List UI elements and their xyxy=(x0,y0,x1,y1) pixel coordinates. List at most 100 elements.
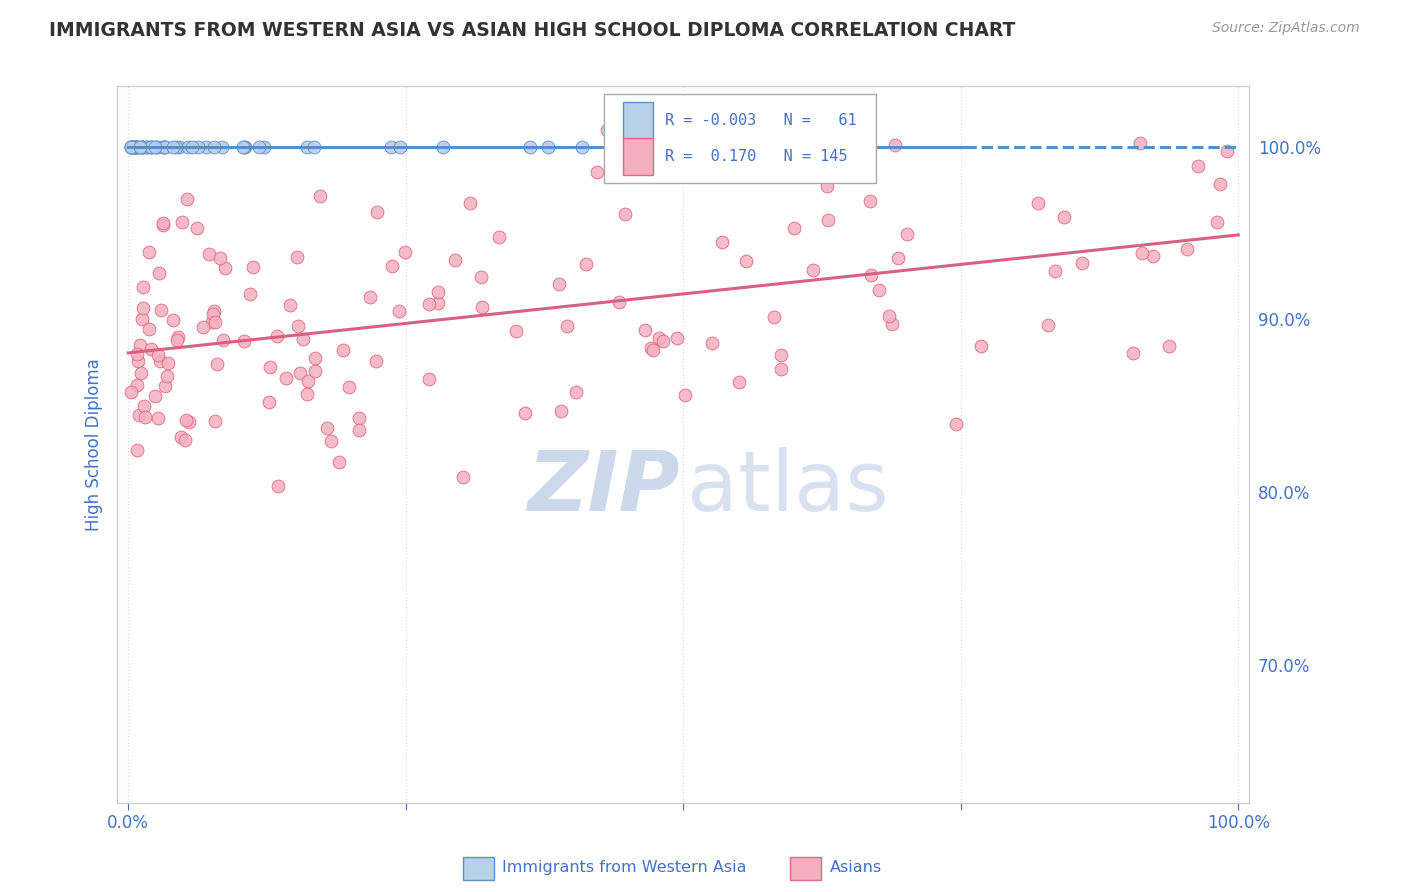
Point xyxy=(132,301,155,316)
Point xyxy=(143,389,166,403)
Point xyxy=(519,140,541,154)
Point xyxy=(125,347,148,361)
Point xyxy=(488,230,510,244)
Text: ZIP: ZIP xyxy=(527,447,681,528)
Point xyxy=(181,140,204,154)
Point xyxy=(125,377,148,392)
Point xyxy=(426,296,449,310)
Point xyxy=(882,317,904,331)
Point xyxy=(1157,339,1180,353)
Point xyxy=(202,140,225,154)
Point xyxy=(288,367,311,381)
Point xyxy=(432,140,454,154)
Point xyxy=(124,140,146,154)
Point xyxy=(1122,346,1144,360)
Point xyxy=(174,433,197,447)
Point xyxy=(233,334,256,348)
Point xyxy=(145,140,167,154)
Point xyxy=(120,140,142,154)
Point xyxy=(257,394,280,409)
Point xyxy=(120,140,142,154)
FancyBboxPatch shape xyxy=(623,138,652,175)
Point xyxy=(125,140,148,154)
Point xyxy=(287,318,309,333)
Point xyxy=(782,221,804,235)
Point xyxy=(266,328,288,343)
Point xyxy=(1036,318,1059,333)
Text: R =  0.170   N = 145: R = 0.170 N = 145 xyxy=(665,149,848,164)
Point xyxy=(153,140,176,154)
Point xyxy=(204,315,226,329)
Point xyxy=(641,343,664,357)
Point xyxy=(769,140,792,154)
Point xyxy=(146,411,169,425)
Point xyxy=(198,247,221,261)
Point xyxy=(786,140,808,154)
Point xyxy=(170,214,193,228)
Point xyxy=(1208,178,1230,192)
Point xyxy=(128,409,150,423)
Point xyxy=(170,430,193,444)
Point xyxy=(689,140,711,154)
Point xyxy=(565,385,588,400)
Point xyxy=(278,298,301,312)
Point xyxy=(167,330,190,344)
Point xyxy=(162,312,184,326)
Point xyxy=(152,140,174,154)
Text: Asians: Asians xyxy=(830,861,882,875)
Point xyxy=(763,310,786,324)
Point xyxy=(186,221,208,235)
Point xyxy=(156,356,179,370)
Point xyxy=(135,140,157,154)
Point xyxy=(125,140,148,154)
Point xyxy=(728,375,751,389)
Point xyxy=(291,332,314,346)
Point xyxy=(860,268,883,282)
Point xyxy=(131,312,153,326)
Point xyxy=(247,140,270,154)
Point xyxy=(380,140,402,154)
Point xyxy=(211,140,233,154)
Point xyxy=(232,140,254,154)
Point xyxy=(1026,195,1049,210)
Point xyxy=(557,319,579,334)
Point xyxy=(127,140,149,154)
Point xyxy=(259,359,281,374)
Point xyxy=(359,290,381,304)
Point xyxy=(131,140,153,154)
Point xyxy=(176,192,198,206)
Point xyxy=(471,301,494,315)
Point xyxy=(239,286,262,301)
Point xyxy=(295,140,318,154)
Point xyxy=(131,140,153,154)
Point xyxy=(388,303,411,318)
Point xyxy=(1187,159,1209,173)
Point xyxy=(134,400,156,414)
Text: Source: ZipAtlas.com: Source: ZipAtlas.com xyxy=(1212,21,1360,35)
Point xyxy=(152,216,174,230)
Point xyxy=(131,140,153,154)
Point xyxy=(125,140,148,154)
Point xyxy=(470,269,492,284)
Point xyxy=(162,140,184,154)
Point xyxy=(633,323,655,337)
Point xyxy=(366,205,388,219)
Point xyxy=(129,367,152,381)
Point xyxy=(208,251,231,265)
Point xyxy=(146,140,169,154)
Point xyxy=(204,414,226,428)
Point xyxy=(666,331,689,345)
Point xyxy=(232,140,254,154)
Point xyxy=(673,388,696,402)
Point xyxy=(174,413,197,427)
Point xyxy=(134,410,156,425)
Point xyxy=(614,207,637,221)
Point xyxy=(153,140,176,154)
Point xyxy=(191,320,214,334)
Point xyxy=(149,302,172,317)
Point xyxy=(148,266,170,280)
Point xyxy=(143,140,166,154)
Point xyxy=(607,295,630,310)
Point xyxy=(596,122,619,136)
Point xyxy=(135,140,157,154)
